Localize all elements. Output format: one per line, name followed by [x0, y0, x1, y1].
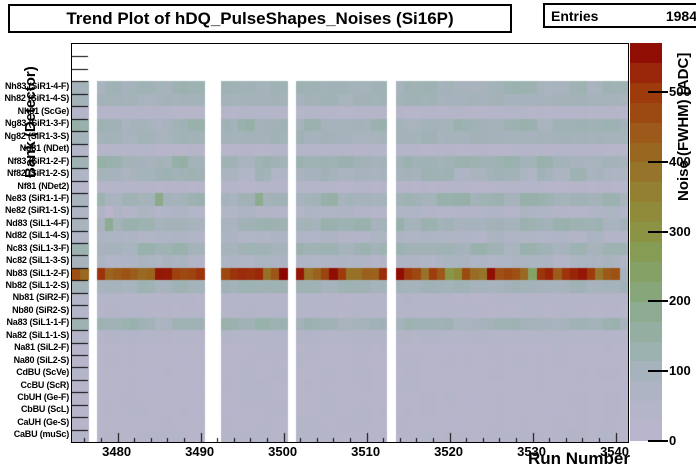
- colorbar-tick: [648, 230, 668, 233]
- colorbar-tick: [648, 370, 668, 373]
- y-axis-label: CbBU (ScL): [21, 404, 69, 415]
- y-axis-label: Nf83 (SiR1-2-F): [7, 155, 69, 166]
- x-axis-label: 3530: [517, 444, 547, 459]
- colorbar-tick: [648, 90, 668, 93]
- plot-title-box: Trend Plot of hDQ_PulseShapes_Noises (Si…: [8, 4, 512, 33]
- x-axis-label: 3520: [434, 444, 464, 459]
- colorbar-block: [630, 342, 662, 361]
- colorbar-tick-label: 500: [669, 83, 691, 99]
- y-axis-label: Na83 (SiL1-1-F): [6, 317, 69, 328]
- colorbar-tick: [648, 440, 668, 442]
- stats-entries-value: 1984: [665, 7, 696, 24]
- y-axis-label: Nf81 (NDet2): [17, 180, 69, 191]
- y-axis-label: Nc83 (SiL1-3-F): [6, 242, 69, 253]
- colorbar-tick-label: 300: [669, 223, 691, 239]
- colorbar-tick: [648, 300, 668, 303]
- y-axis-label: Nc82 (SiL1-3-S): [5, 255, 69, 266]
- colorbar-block: [630, 143, 662, 162]
- y-axis-label: Nd82 (SiL1-4-S): [5, 230, 69, 241]
- colorbar: [630, 43, 662, 441]
- y-axis-label: CaBU (muSc): [13, 429, 70, 440]
- y-axis-label: Nd83 (SiL1-4-F): [5, 217, 69, 228]
- colorbar-block: [630, 322, 662, 342]
- colorbar-title: Noise (FWHM) [ADC]: [675, 52, 692, 201]
- colorbar-block: [630, 381, 662, 401]
- y-axis-label: Ng82 (SiR1-3-S): [4, 130, 69, 141]
- y-axis-label: Nh82 (SiR1-4-S): [4, 93, 69, 104]
- colorbar-block: [630, 63, 662, 83]
- colorbar-block: [630, 242, 662, 262]
- y-axis-label: Nf82 (SiR1-2-S): [6, 168, 69, 179]
- y-axis-label: Na82 (SiL1-1-S): [5, 329, 69, 340]
- plot-title: Trend Plot of hDQ_PulseShapes_Noises (Si…: [66, 8, 454, 28]
- colorbar-block: [630, 43, 662, 63]
- colorbar-tick: [648, 160, 668, 163]
- heatmap-canvas: [72, 44, 628, 442]
- y-axis-label: CcBU (ScR): [20, 379, 69, 390]
- colorbar-block: [630, 103, 662, 123]
- x-axis-label: 3540: [600, 444, 629, 459]
- colorbar-tick-label: 100: [669, 363, 691, 379]
- colorbar-block: [630, 421, 662, 441]
- colorbar-tick-label: 0: [669, 433, 677, 448]
- colorbar-block: [630, 83, 662, 103]
- y-axis-label: Nh81 (ScGe): [17, 105, 70, 116]
- colorbar-block: [630, 222, 662, 242]
- colorbar-block: [630, 202, 662, 222]
- y-axis-label: CdBU (ScVe): [16, 367, 69, 378]
- stats-entries-label: Entries: [551, 7, 599, 24]
- y-axis-label: Na80 (SiL2-S): [13, 354, 70, 365]
- x-axis-label: 3500: [268, 444, 298, 459]
- colorbar-tick-label: 200: [669, 293, 691, 309]
- colorbar-block: [630, 262, 662, 282]
- colorbar-block: [630, 361, 662, 381]
- colorbar-block: [630, 282, 662, 302]
- y-axis-label: Nb80 (SiR2-S): [12, 304, 69, 315]
- y-axis-label: Nb81 (SiR2-F): [12, 292, 70, 303]
- colorbar-tick-label: 400: [669, 153, 691, 169]
- y-axis-label: CaUH (Ge-S): [17, 416, 69, 427]
- x-axis-title: Run Number: [528, 449, 630, 468]
- y-axis-label: Ng83 (SiR1-3-F): [4, 118, 69, 129]
- y-axis-label: Ne83 (SiR1-1-F): [5, 192, 69, 203]
- y-axis-label: Nb82 (SiL1-2-S): [5, 280, 69, 291]
- stats-box: Entries 1984: [543, 3, 696, 28]
- y-axis-label: Na81 (SiL2-F): [14, 342, 69, 353]
- colorbar-block: [630, 401, 662, 421]
- colorbar-block: [630, 302, 662, 322]
- plot-frame: [71, 43, 629, 443]
- y-axis-label: Nb83 (SiL1-2-F): [5, 267, 69, 278]
- x-axis-label: 3490: [185, 444, 215, 459]
- x-axis-label: 3480: [102, 444, 132, 459]
- y-axis-label: CbUH (Ge-F): [17, 391, 69, 402]
- y-axis-label: Ne82 (SiR1-1-S): [4, 205, 69, 216]
- x-axis-label: 3510: [351, 444, 381, 459]
- colorbar-block: [630, 162, 662, 182]
- y-axis-label: Nh83 (SiR1-4-F): [4, 81, 69, 92]
- y-axis-label: Ng81 (NDet): [19, 143, 70, 154]
- colorbar-block: [630, 182, 662, 202]
- colorbar-block: [630, 123, 662, 143]
